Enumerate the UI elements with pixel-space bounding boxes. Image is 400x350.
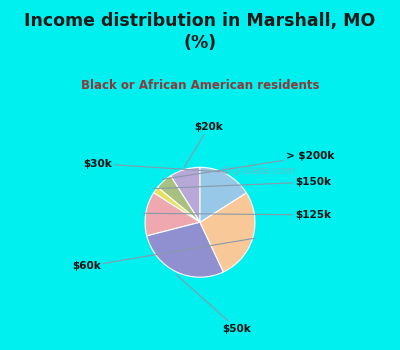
Text: > $200k: > $200k [162,151,334,179]
Wedge shape [158,176,200,222]
Wedge shape [154,187,200,222]
Wedge shape [145,193,200,236]
Text: Income distribution in Marshall, MO
(%): Income distribution in Marshall, MO (%) [24,12,376,52]
Text: Black or African American residents: Black or African American residents [81,79,319,92]
Text: $30k: $30k [83,159,228,172]
Text: $20k: $20k [184,122,223,167]
Wedge shape [200,193,255,272]
Text: $60k: $60k [72,238,255,271]
Text: $125k: $125k [144,210,332,220]
Text: $150k: $150k [154,177,332,189]
Text: City-Data.com: City-Data.com [221,166,295,176]
Wedge shape [200,167,246,222]
Text: $50k: $50k [176,274,251,334]
Wedge shape [147,222,224,277]
Wedge shape [170,167,200,222]
